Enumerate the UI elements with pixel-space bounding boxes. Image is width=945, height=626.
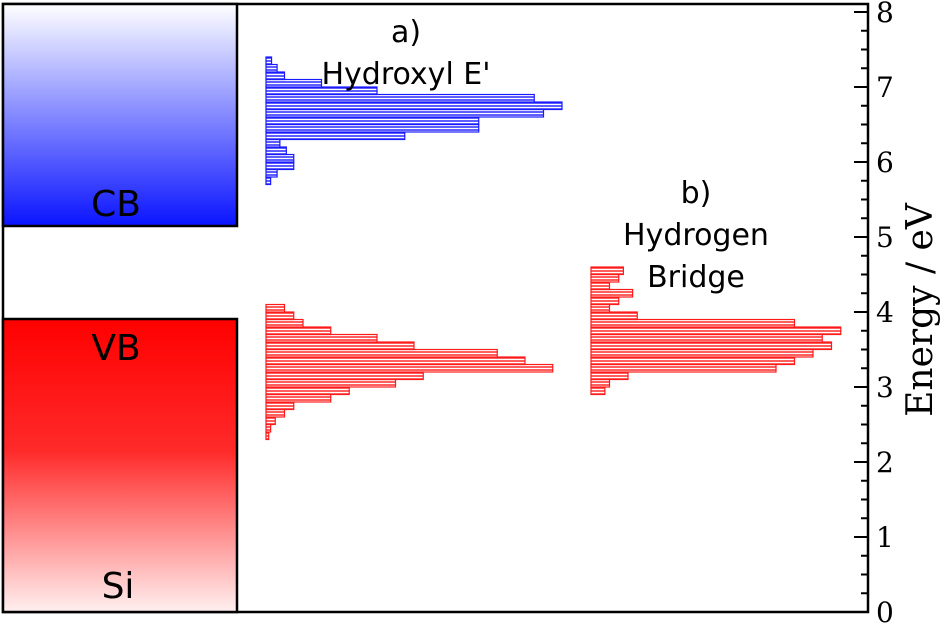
y-tick-label: 6 (876, 146, 894, 179)
histogram-bar (265, 153, 295, 163)
histogram-bar (590, 288, 634, 298)
histogram-bar (590, 356, 796, 366)
histogram-bar (265, 333, 378, 343)
plot-frame (1, 2, 870, 614)
annotation-b-name-1: Hydrogen (623, 218, 769, 253)
y-axis: 0 1 2 3 4 5 6 7 8 (854, 0, 894, 626)
histogram-bar (265, 348, 498, 358)
histogram-bar (590, 341, 833, 351)
y-tick-label: 4 (876, 296, 894, 329)
histogram-bar (590, 266, 624, 276)
annotation-b-letter: b) (681, 176, 712, 211)
histogram-bar (265, 123, 480, 133)
histogram-bar (590, 281, 611, 291)
histogram-bar (265, 371, 424, 381)
histogram-bar (265, 416, 276, 426)
histogram-bar (265, 423, 272, 433)
valence-band (1, 317, 239, 614)
hydroxyl-red-histogram (265, 303, 554, 441)
hydrogen-bridge-histogram (590, 266, 842, 396)
histogram-bar (590, 318, 796, 328)
histogram-bar (265, 431, 270, 441)
y-axis-title: Energy / eV (900, 202, 941, 417)
histogram-bar (590, 348, 814, 358)
y-tick-label: 0 (876, 596, 894, 626)
histogram-bar (265, 176, 272, 186)
histogram-bar (265, 108, 545, 118)
histogram-bar (590, 333, 823, 343)
histogram-bar (590, 303, 611, 313)
histogram-bar (265, 386, 350, 396)
histogram-bar (265, 138, 281, 148)
histogram-bar (265, 393, 332, 403)
conduction-band (1, 2, 239, 228)
y-tick-label: 7 (876, 71, 894, 104)
hydroxyl-e-prime-histogram (265, 56, 563, 186)
histogram-bar (265, 71, 286, 81)
histogram-bar (590, 296, 620, 306)
histogram-bar (265, 401, 295, 411)
histogram-bar (265, 408, 286, 418)
histogram-bar (265, 303, 286, 313)
histogram-bar (590, 363, 777, 373)
histogram-bar (265, 318, 304, 328)
y-tick-label: 3 (876, 371, 894, 404)
histogram-bar (265, 101, 563, 111)
histogram-bar (265, 326, 332, 336)
histogram-bar (590, 386, 606, 396)
annotation-b-name-2: Bridge (647, 260, 745, 295)
histogram-bar (265, 161, 295, 171)
y-tick-label: 2 (876, 446, 894, 479)
histogram-bar (265, 146, 287, 156)
histogram-bar (265, 311, 295, 321)
histogram-bar (590, 326, 842, 336)
histogram-bar (265, 116, 480, 126)
cb-label: CB (91, 184, 141, 225)
histogram-bar (265, 56, 273, 66)
material-label: Si (102, 566, 135, 607)
histogram-bar (590, 378, 611, 388)
y-tick-label: 8 (876, 0, 894, 29)
histogram-bar (265, 356, 526, 366)
histogram-bar (590, 311, 638, 321)
histogram-bar (265, 341, 415, 351)
histogram-bar (265, 363, 554, 373)
y-tick-label: 1 (876, 521, 894, 554)
histogram-bar (265, 78, 323, 88)
histogram-bar (265, 168, 278, 178)
y-tick-label: 5 (876, 221, 894, 254)
annotation-a-letter: a) (391, 15, 421, 50)
vb-label: VB (91, 328, 140, 369)
annotation-a-name: Hydroxyl E' (321, 57, 490, 92)
histogram-bar (590, 273, 620, 283)
histogram-bar (265, 378, 397, 388)
histogram-bar (265, 93, 535, 103)
histogram-bar (265, 131, 406, 141)
histogram-bar (265, 63, 278, 73)
histogram-bar (590, 371, 629, 381)
